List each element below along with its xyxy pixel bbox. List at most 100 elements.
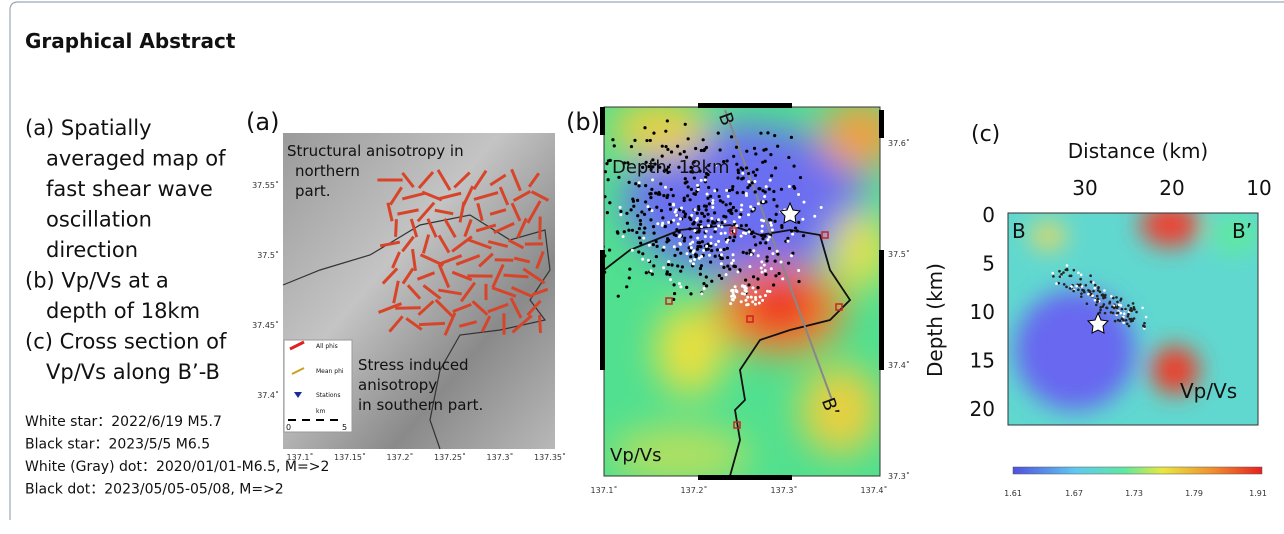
event-dot [702, 282, 705, 285]
event-dot [751, 300, 754, 303]
event-dot [755, 168, 758, 171]
event-dot [619, 213, 622, 216]
event-dot [747, 230, 750, 233]
event-dot [753, 180, 756, 183]
event-dot [761, 237, 764, 240]
event-dot [790, 136, 793, 139]
event-dot [1096, 295, 1099, 298]
event-dot [699, 245, 702, 248]
event-dot [679, 270, 682, 273]
event-dot [670, 263, 673, 266]
event-dot [745, 150, 748, 153]
event-dot [664, 130, 667, 133]
event-dot [758, 187, 761, 190]
event-dot [733, 265, 736, 268]
caption-line: (b) Vp/Vs at a [25, 269, 169, 293]
event-dot [678, 282, 681, 285]
event-dot [703, 148, 706, 151]
event-dot [741, 285, 744, 288]
event-dot [701, 212, 704, 215]
annotation: Stress induced [358, 356, 469, 374]
event-dot [652, 264, 655, 267]
event-dot [1064, 268, 1067, 271]
event-dot [713, 211, 716, 214]
caption-line: direction [46, 238, 138, 262]
event-dot [702, 138, 705, 141]
event-dot [643, 213, 646, 216]
colorbar-tick-label: 1.73 [1125, 489, 1143, 498]
event-dot [701, 240, 704, 243]
event-dot [714, 243, 717, 246]
event-dot [645, 139, 648, 142]
event-dot [726, 247, 729, 250]
event-dot [780, 260, 783, 263]
event-dot [732, 298, 735, 301]
colorbar [1013, 467, 1262, 474]
event-dot [619, 210, 622, 213]
legend-entry: All phis [316, 343, 338, 350]
anisotropy-bar [539, 315, 540, 333]
event-dot [679, 218, 682, 221]
legend-entry: km [316, 408, 325, 415]
event-dot [1073, 269, 1076, 272]
event-dot [697, 208, 700, 211]
event-dot [773, 134, 776, 137]
anisotropy-bar [395, 308, 421, 309]
event-dot [1110, 295, 1113, 298]
event-dot [740, 208, 743, 211]
event-dot [778, 272, 781, 275]
event-dot [790, 254, 793, 257]
event-dot [768, 236, 771, 239]
event-dot [1122, 321, 1125, 324]
quantity-label: Vp/Vs [1180, 379, 1237, 403]
event-dot [683, 150, 686, 153]
event-dot [774, 274, 777, 277]
event-dot [690, 214, 693, 217]
event-dot [696, 184, 699, 187]
event-dot [1077, 288, 1080, 291]
event-dot [781, 277, 784, 280]
event-dot [680, 207, 683, 210]
event-dot [1083, 291, 1086, 294]
event-dot [1060, 273, 1063, 276]
event-dot [689, 260, 692, 263]
event-dot [1080, 295, 1083, 298]
event-dot [599, 153, 602, 156]
event-dot [797, 280, 800, 283]
event-dot [727, 195, 730, 198]
event-dot [631, 229, 634, 232]
event-dot [681, 265, 684, 268]
event-dot [688, 227, 691, 230]
y-tick-label: 37.5˚ [257, 250, 279, 260]
event-dot [1097, 286, 1100, 289]
event-dot [786, 237, 789, 240]
event-dot [627, 229, 630, 232]
event-dot [737, 169, 740, 172]
event-dot [774, 260, 777, 263]
event-dot [741, 172, 744, 175]
event-dot [668, 203, 671, 206]
colorbar-tick-label: 1.67 [1065, 489, 1083, 498]
event-dot [1115, 296, 1118, 299]
event-dot [700, 255, 703, 258]
event-dot [742, 191, 745, 194]
event-dot [637, 250, 640, 253]
event-dot [622, 235, 625, 238]
event-dot [699, 267, 702, 270]
event-dot [738, 216, 741, 219]
event-dot [764, 241, 767, 244]
event-dot [638, 181, 641, 184]
event-dot [747, 180, 750, 183]
x-tick-label: 137.1˚ [287, 452, 314, 462]
event-dot [796, 229, 799, 232]
note: Black star：2023/5/5 M6.5 [25, 437, 210, 453]
event-dot [642, 237, 645, 240]
event-dot [703, 287, 706, 290]
event-dot [639, 223, 642, 226]
event-dot [763, 195, 766, 198]
event-dot [740, 177, 743, 180]
event-dot [764, 269, 767, 272]
event-dot [699, 220, 702, 223]
event-dot [735, 163, 738, 166]
event-dot [711, 206, 714, 209]
